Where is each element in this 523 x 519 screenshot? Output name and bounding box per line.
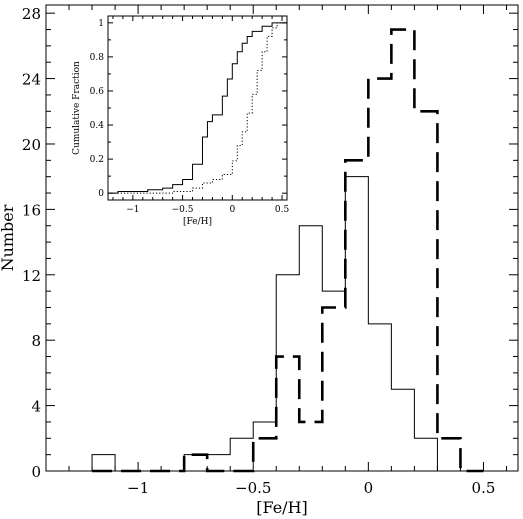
- main-y-tick-label: 0: [31, 463, 41, 481]
- main-x-tick-label: −0.5: [235, 479, 271, 497]
- inset-y-tick-label: 0.6: [90, 87, 105, 97]
- inset-x-axis-title: [Fe/H]: [183, 217, 212, 227]
- inset-x-tick-label: −0.5: [172, 205, 194, 215]
- inset-y-tick-label: 0.2: [90, 155, 104, 165]
- inset-x-tick-label: 0: [229, 205, 235, 215]
- main-y-tick-label: 8: [31, 332, 41, 350]
- cumulative-series-dotted: [108, 22, 287, 194]
- inset-x-tick-label: −1: [126, 205, 139, 215]
- cumulative-series-solid: [108, 22, 287, 194]
- main-y-tick-label: 12: [22, 267, 41, 285]
- histogram-series-solid: [91, 176, 484, 472]
- main-y-tick-label: 16: [22, 201, 41, 219]
- main-plot-frame: [45, 4, 519, 472]
- inset-cumulative-plot: −1 −0.5 0 0.5 0 0.2 0.4 0.6 0.8 1 [Fe/H] Cumulati…: [72, 15, 290, 227]
- histogram-series-dashed: [92, 28, 484, 473]
- inset-y-tick-label: 1: [98, 19, 104, 29]
- inset-y-tick-label: 0.4: [90, 121, 105, 131]
- inset-x-tick-label: 0.5: [275, 205, 290, 215]
- main-y-tick-label: 24: [22, 71, 41, 89]
- main-x-tick-label: −1: [127, 479, 149, 497]
- main-y-axis-title: Number: [0, 204, 17, 271]
- main-histogram: −1 −0.5 0 0.5 0 4 8 12 16 20 24 28 [Fe/H] Number: [0, 4, 519, 517]
- main-x-tick-label: 0.5: [472, 479, 496, 497]
- inset-y-tick-label: 0: [98, 189, 104, 199]
- main-x-axis-title: [Fe/H]: [256, 498, 308, 517]
- inset-y-axis-title: Cumulative Fraction: [72, 61, 82, 155]
- main-y-tick-label: 4: [31, 398, 41, 416]
- inset-y-tick-label: 0.8: [90, 53, 105, 63]
- inset-background: [108, 16, 287, 200]
- main-y-tick-label: 28: [22, 5, 41, 23]
- main-axes-group: −1 −0.5 0 0.5 0 4 8 12 16 20 24 28: [22, 4, 519, 497]
- inset-series-group: [108, 22, 287, 194]
- main-y-tick-label: 20: [22, 136, 41, 154]
- main-x-tick-label: 0: [364, 479, 374, 497]
- inset-axes-group: −1 −0.5 0 0.5 0 0.2 0.4 0.6 0.8 1: [90, 15, 290, 215]
